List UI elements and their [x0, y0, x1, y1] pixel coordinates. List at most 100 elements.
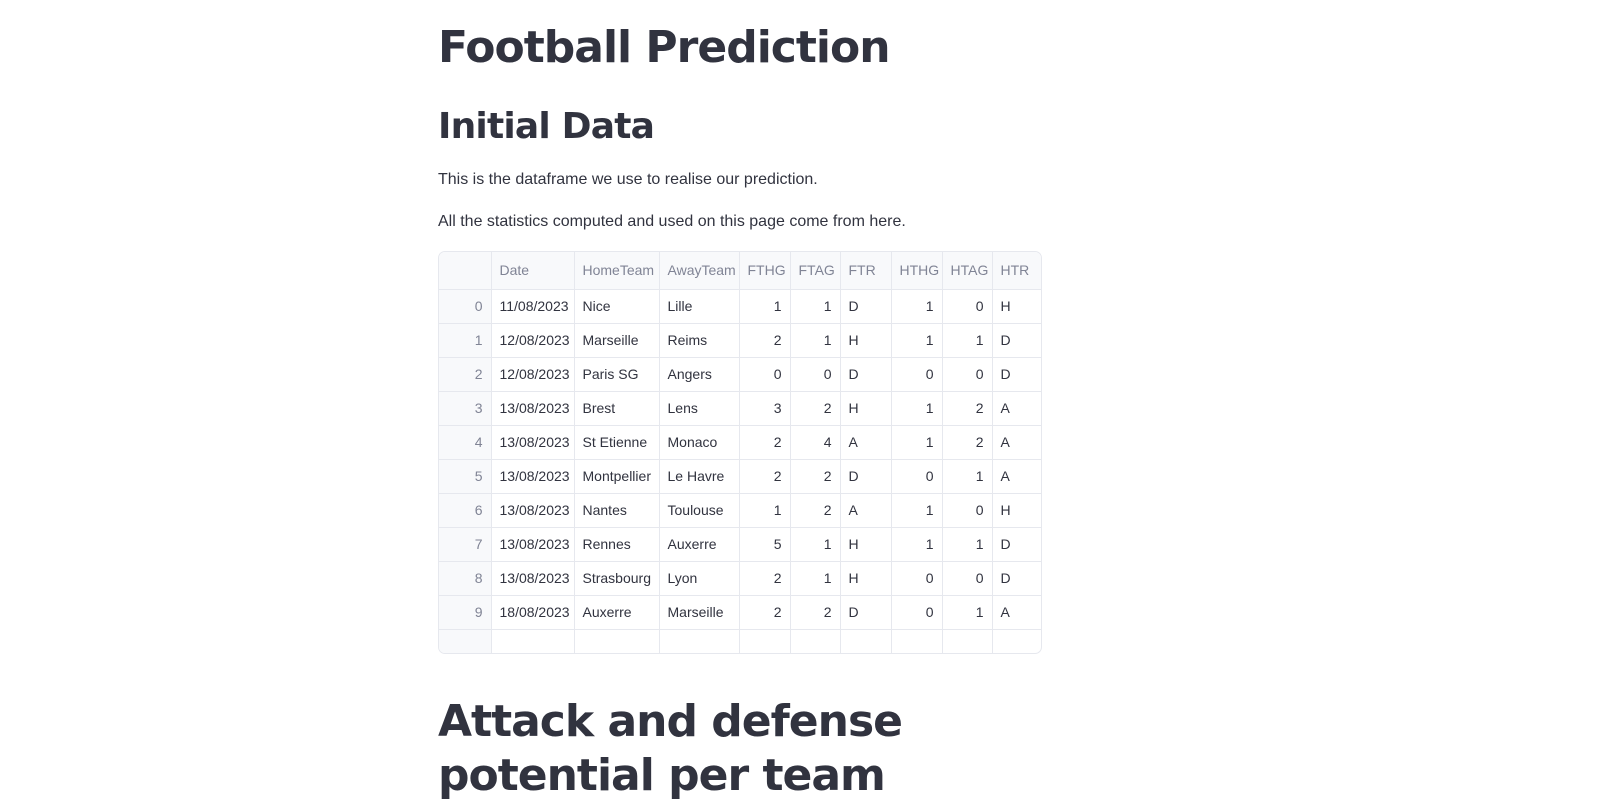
table-cell[interactable]: 2 — [739, 459, 791, 494]
table-cell[interactable]: 2 — [739, 425, 791, 460]
table-cell[interactable]: H — [840, 561, 892, 596]
row-index[interactable]: 0 — [439, 289, 492, 324]
table-cell[interactable]: H — [840, 527, 892, 562]
row-index[interactable]: 4 — [439, 425, 492, 460]
table-cell[interactable]: 1 — [790, 289, 841, 324]
column-header[interactable]: FTR — [840, 252, 892, 290]
table-cell[interactable]: 0 — [790, 357, 841, 392]
table-cell[interactable]: 1 — [891, 527, 943, 562]
table-cell[interactable]: 1 — [891, 493, 943, 528]
table-cell[interactable]: 0 — [942, 493, 993, 528]
table-cell[interactable]: D — [840, 459, 892, 494]
table-cell[interactable]: D — [992, 323, 1041, 358]
table-cell[interactable]: 0 — [891, 459, 943, 494]
table-cell[interactable]: 2 — [942, 391, 993, 426]
table-cell[interactable]: H — [992, 289, 1041, 324]
column-header[interactable]: HTHG — [891, 252, 943, 290]
table-cell[interactable]: D — [840, 595, 892, 630]
table-cell[interactable]: Toulouse — [659, 493, 740, 528]
table-cell[interactable]: Strasbourg — [574, 561, 660, 596]
table-cell[interactable]: D — [992, 527, 1041, 562]
table-cell[interactable]: A — [840, 493, 892, 528]
table-cell[interactable]: Lyon — [659, 561, 740, 596]
row-index[interactable]: 9 — [439, 595, 492, 630]
table-cell[interactable]: 3 — [739, 391, 791, 426]
table-cell[interactable]: 13/08/2023 — [491, 527, 575, 562]
table-cell[interactable]: D — [840, 357, 892, 392]
column-header[interactable]: HTAG — [942, 252, 993, 290]
table-cell[interactable]: 2 — [942, 425, 993, 460]
table-cell[interactable]: 2 — [739, 561, 791, 596]
row-index[interactable]: 1 — [439, 323, 492, 358]
column-header[interactable]: HTR — [992, 252, 1041, 290]
table-cell[interactable]: 0 — [739, 357, 791, 392]
table-cell[interactable]: Reims — [659, 323, 740, 358]
table-cell[interactable]: Lille — [659, 289, 740, 324]
table-cell[interactable]: Montpellier — [574, 459, 660, 494]
row-index[interactable]: 7 — [439, 527, 492, 562]
table-cell[interactable]: 2 — [790, 493, 841, 528]
table-cell[interactable]: Rennes — [574, 527, 660, 562]
column-header[interactable]: Date — [491, 252, 575, 290]
table-cell[interactable]: 0 — [942, 561, 993, 596]
table-cell[interactable]: H — [840, 391, 892, 426]
table-cell[interactable]: 12/08/2023 — [491, 357, 575, 392]
table-cell[interactable]: H — [840, 323, 892, 358]
table-cell[interactable]: 1 — [739, 289, 791, 324]
row-index[interactable]: 2 — [439, 357, 492, 392]
table-cell[interactable]: 1 — [942, 527, 993, 562]
table-cell[interactable]: 4 — [790, 425, 841, 460]
table-cell[interactable]: 1 — [942, 595, 993, 630]
table-cell[interactable]: 13/08/2023 — [491, 459, 575, 494]
row-index[interactable]: 6 — [439, 493, 492, 528]
table-cell[interactable]: Paris SG — [574, 357, 660, 392]
table-cell[interactable]: Marseille — [659, 595, 740, 630]
table-cell[interactable]: Marseille — [574, 323, 660, 358]
table-cell[interactable]: 2 — [739, 595, 791, 630]
column-header[interactable]: FTHG — [739, 252, 791, 290]
table-cell[interactable]: 1 — [739, 493, 791, 528]
table-cell[interactable]: 1 — [790, 323, 841, 358]
table-cell[interactable]: 13/08/2023 — [491, 493, 575, 528]
table-cell[interactable]: Auxerre — [659, 527, 740, 562]
table-cell[interactable]: 0 — [891, 561, 943, 596]
table-cell[interactable]: 2 — [790, 391, 841, 426]
column-header[interactable]: AwayTeam — [659, 252, 740, 290]
table-cell[interactable]: 2 — [790, 459, 841, 494]
column-header-index[interactable] — [439, 252, 492, 290]
table-cell[interactable]: Nantes — [574, 493, 660, 528]
table-cell[interactable]: 13/08/2023 — [491, 391, 575, 426]
table-cell[interactable]: 1 — [942, 459, 993, 494]
dataframe-table[interactable]: Date HomeTeam AwayTeam FTHG FTAG FTR HTHG HTAG H… — [438, 251, 1042, 654]
table-cell[interactable]: Monaco — [659, 425, 740, 460]
table-cell[interactable]: 13/08/2023 — [491, 561, 575, 596]
column-header[interactable]: HomeTeam — [574, 252, 660, 290]
table-cell[interactable]: 0 — [891, 357, 943, 392]
table-cell[interactable]: 0 — [891, 595, 943, 630]
table-cell[interactable]: 1 — [891, 323, 943, 358]
table-cell[interactable]: H — [992, 493, 1041, 528]
row-index[interactable]: 8 — [439, 561, 492, 596]
table-cell[interactable]: A — [992, 425, 1041, 460]
table-cell[interactable]: 13/08/2023 — [491, 425, 575, 460]
table-cell[interactable]: 2 — [790, 595, 841, 630]
row-index[interactable]: 5 — [439, 459, 492, 494]
table-cell[interactable]: 11/08/2023 — [491, 289, 575, 324]
row-index[interactable]: 3 — [439, 391, 492, 426]
table-cell[interactable]: St Etienne — [574, 425, 660, 460]
column-header[interactable]: FTAG — [790, 252, 841, 290]
table-cell[interactable]: 5 — [739, 527, 791, 562]
table-cell[interactable]: 18/08/2023 — [491, 595, 575, 630]
table-cell[interactable]: 1 — [790, 561, 841, 596]
table-cell[interactable]: 1 — [891, 391, 943, 426]
table-cell[interactable]: 0 — [942, 289, 993, 324]
table-cell[interactable]: Le Havre — [659, 459, 740, 494]
table-cell[interactable]: D — [840, 289, 892, 324]
table-cell[interactable]: 0 — [942, 357, 993, 392]
table-cell[interactable]: 1 — [891, 289, 943, 324]
table-cell[interactable]: Angers — [659, 357, 740, 392]
table-cell[interactable]: Nice — [574, 289, 660, 324]
table-cell[interactable]: D — [992, 561, 1041, 596]
table-cell[interactable]: Lens — [659, 391, 740, 426]
table-cell[interactable]: A — [992, 391, 1041, 426]
